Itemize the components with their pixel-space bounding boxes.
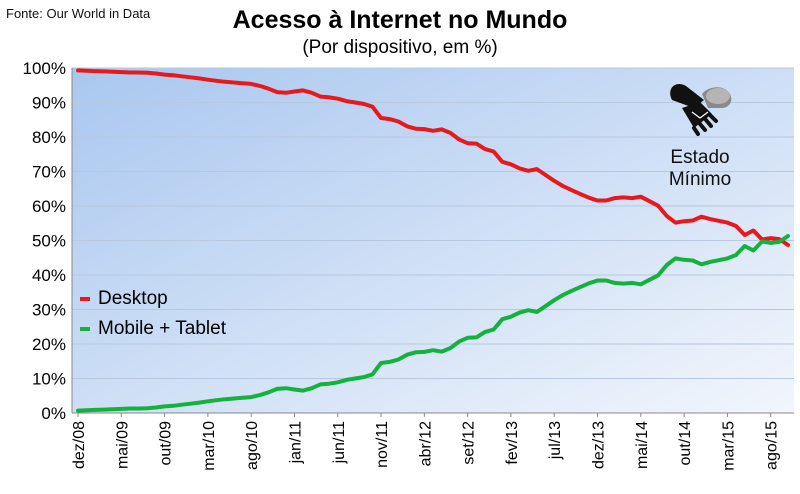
y-tick-label: 60%	[32, 197, 66, 216]
legend: Desktop Mobile + Tablet	[80, 284, 226, 344]
y-tick-label: 70%	[32, 163, 66, 182]
y-tick-label: 80%	[32, 128, 66, 147]
x-tick-label: mar/15	[720, 421, 737, 471]
x-tick-label: ago/15	[764, 421, 781, 470]
y-tick-label: 20%	[32, 335, 66, 354]
x-tick-label: set/12	[461, 421, 478, 465]
gridlines	[71, 67, 794, 414]
x-tick-label: fev/13	[504, 421, 521, 465]
legend-item-desktop: Desktop	[80, 284, 226, 314]
x-tick-label: out/14	[677, 421, 694, 466]
legend-swatch-mobile	[80, 327, 90, 331]
x-tick-label: dez/08	[71, 421, 88, 469]
x-tick-label: dez/13	[591, 421, 608, 469]
source-note: Fonte: Our World in Data	[6, 6, 151, 21]
y-axis: 0% 10% 20% 30% 40% 50% 60% 70% 80% 90% 100%	[23, 59, 66, 423]
x-tick-label: jun/11	[331, 421, 348, 465]
brand-label: Estado Mínimo	[668, 147, 732, 190]
x-tick-label: abr/12	[417, 421, 434, 466]
x-tick-label: mai/09	[114, 421, 131, 469]
x-tick-label: mar/10	[201, 421, 218, 471]
handshake-icon	[670, 83, 732, 136]
legend-swatch-desktop	[80, 297, 90, 301]
x-tick-label: out/09	[158, 421, 175, 466]
series-line-desktop	[76, 68, 790, 247]
chart-title: Acesso à Internet no Mundo	[232, 6, 568, 34]
y-tick-label: 10%	[32, 370, 66, 389]
legend-label-desktop: Desktop	[98, 288, 168, 309]
brand-logo: Estado Mínimo	[640, 78, 760, 191]
chart-subtitle: (Por dispositivo, em %)	[302, 37, 498, 58]
series-lines	[76, 68, 790, 413]
x-tick-label: jan/11	[287, 421, 304, 465]
y-tick-label: 100%	[23, 59, 66, 78]
y-tick-label: 90%	[32, 94, 66, 113]
x-tick-label: ago/10	[244, 421, 261, 470]
series-line-mobile-tablet	[76, 234, 790, 413]
y-tick-label: 50%	[32, 232, 66, 251]
legend-label-mobile: Mobile + Tablet	[98, 318, 226, 339]
x-tick-label: jul/13	[547, 421, 564, 460]
y-tick-label: 40%	[32, 266, 66, 285]
x-axis: dez/08 mai/09 out/09 mar/10 ago/10 jan/11 jun/…	[71, 413, 781, 471]
x-tick-label: mai/14	[634, 421, 651, 469]
x-tick-label: nov/11	[374, 421, 391, 468]
y-tick-label: 0%	[41, 404, 66, 423]
legend-item-mobile: Mobile + Tablet	[80, 314, 226, 344]
y-tick-label: 30%	[32, 301, 66, 320]
